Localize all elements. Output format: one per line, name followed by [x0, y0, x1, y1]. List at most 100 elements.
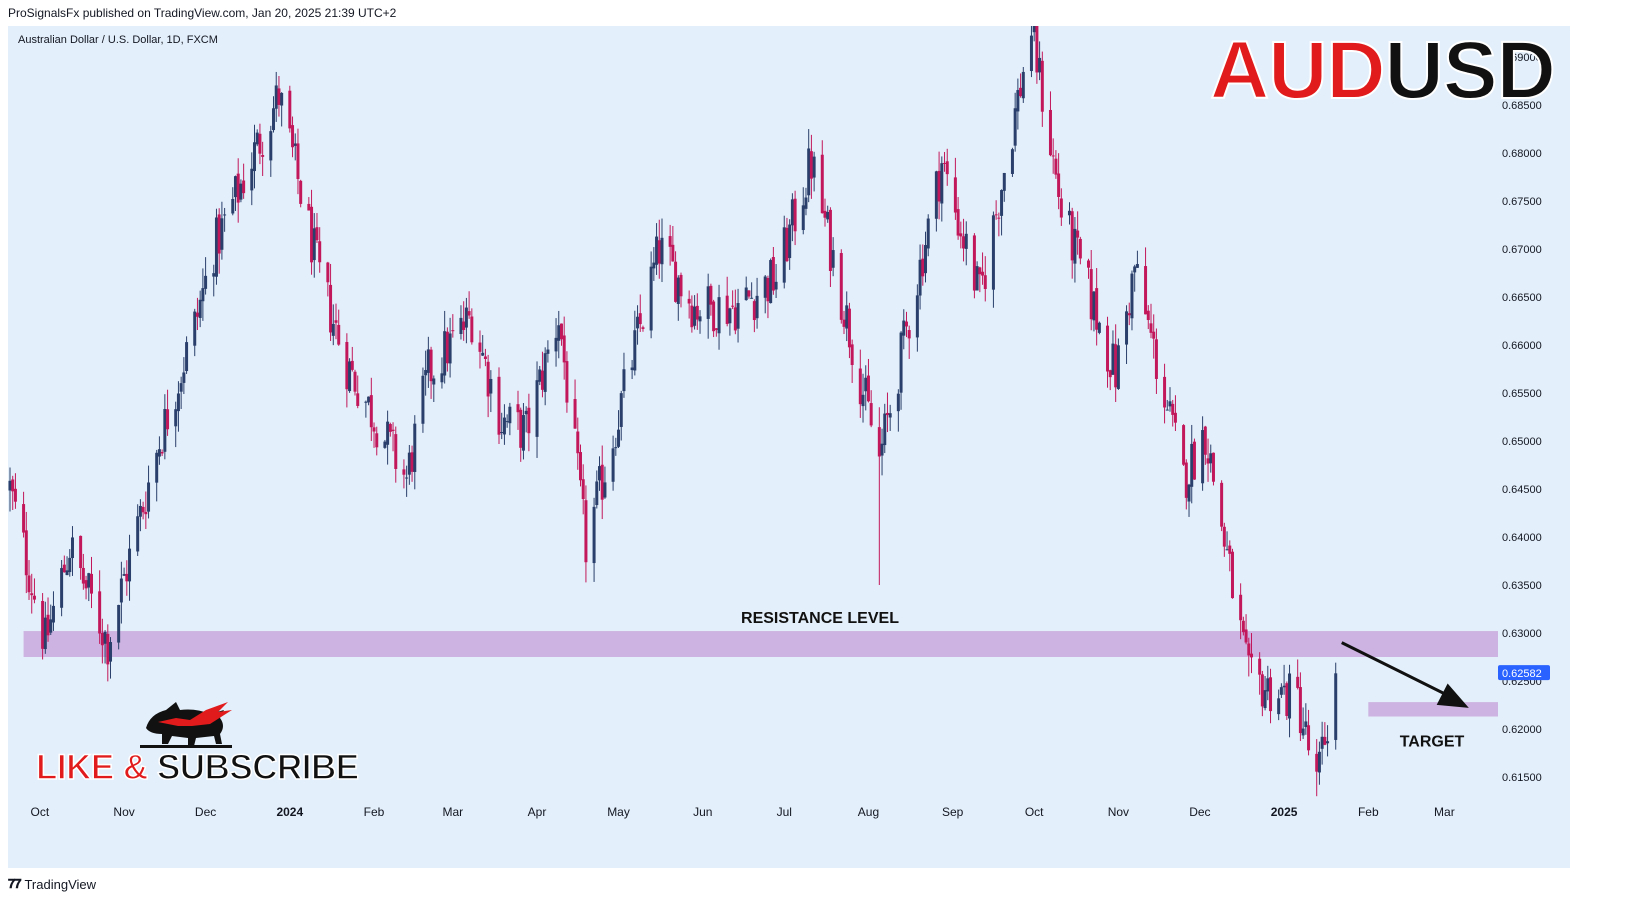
candle-body — [1192, 441, 1196, 480]
candle-body — [350, 360, 354, 370]
candle-body — [1067, 210, 1071, 216]
candle-body — [679, 274, 683, 297]
candle-body — [516, 404, 520, 413]
candle-body — [603, 482, 607, 498]
candle-body — [839, 253, 843, 320]
candle-body — [1168, 401, 1172, 407]
candle-body — [921, 258, 925, 277]
arrow-layer — [1341, 641, 1469, 708]
candle-body — [611, 448, 615, 482]
candle-body — [636, 316, 640, 329]
candle-body — [109, 642, 113, 662]
candle-body — [117, 604, 121, 643]
candle-body — [1288, 673, 1292, 719]
candle-body — [915, 295, 919, 338]
candle-body — [918, 259, 922, 296]
candle-body — [565, 361, 569, 403]
candle-body — [975, 266, 979, 291]
candle-body — [1228, 545, 1232, 554]
candle-body — [1002, 172, 1006, 191]
candle-body — [464, 307, 468, 328]
candle-body — [424, 370, 428, 376]
zones-layer: RESISTANCE LEVEL TARGET — [23, 610, 1499, 751]
candle-body — [733, 307, 737, 331]
candle-body — [850, 344, 854, 366]
like-subscribe-banner: LIKE & SUBSCRIBE — [35, 748, 360, 787]
candle-body — [1244, 629, 1248, 643]
candle-body — [1206, 458, 1210, 464]
candle-body — [693, 306, 697, 326]
candle-body — [728, 308, 732, 324]
candle-body — [402, 469, 406, 475]
candle-body — [41, 600, 45, 649]
candle-body — [755, 295, 759, 319]
x-tick-label: Feb — [364, 805, 385, 819]
x-tick-label: Feb — [1358, 805, 1379, 819]
x-tick-label: Mar — [442, 805, 463, 819]
subscribe-text: SUBSCRIBE — [156, 748, 360, 787]
candle-body — [831, 250, 835, 268]
candle-body — [179, 383, 183, 392]
candle-body — [1095, 288, 1099, 330]
candle-body — [1146, 310, 1150, 321]
candle-body — [212, 273, 216, 277]
candle-body — [280, 93, 284, 106]
candle-body — [562, 335, 566, 363]
candle-body — [413, 423, 417, 472]
candle-body — [668, 236, 672, 247]
x-tick-label: Sep — [942, 805, 964, 819]
candle-body — [489, 378, 493, 394]
candle-body — [497, 376, 501, 435]
target-zone — [1368, 702, 1498, 717]
candle-body — [163, 409, 167, 452]
x-tick-label: Dec — [1189, 805, 1210, 819]
candle-body — [1241, 620, 1245, 633]
chart-panel[interactable]: RESISTANCE LEVEL TARGET 0.69000 0.68500 0.6… — [8, 26, 1570, 868]
candle-body — [687, 298, 691, 304]
candle-body — [185, 342, 189, 372]
candle-body — [1040, 60, 1044, 112]
bull-bear-logo-icon — [140, 702, 232, 748]
candle-body — [709, 285, 713, 305]
candle-body — [1059, 198, 1063, 218]
candle-body — [462, 321, 466, 331]
candle-body — [557, 325, 561, 341]
candle-body — [391, 429, 395, 431]
candle-body — [861, 394, 865, 407]
candle-body — [429, 349, 433, 382]
pair-title-quote: USD — [1384, 25, 1557, 116]
candle-body — [671, 244, 675, 262]
candle-body — [1106, 325, 1110, 372]
x-tick-label: May — [607, 805, 630, 819]
candle-body — [353, 371, 357, 392]
candle-body — [736, 303, 740, 329]
candle-body — [46, 614, 50, 636]
candle-body — [1070, 211, 1074, 261]
candle-body — [584, 500, 588, 563]
candle-body — [959, 233, 963, 237]
candle-body — [1165, 409, 1169, 411]
candle-body — [576, 431, 580, 454]
candle-body — [481, 352, 485, 356]
candle-body — [1097, 322, 1101, 333]
candle-body — [1133, 266, 1137, 273]
candle-body — [483, 356, 487, 360]
candle-body — [652, 262, 656, 269]
candle-body — [250, 168, 254, 191]
candle-body — [991, 215, 995, 290]
candle-body — [546, 349, 550, 354]
candle-body — [888, 413, 892, 418]
candle-body — [236, 173, 240, 203]
candle-body — [1089, 269, 1093, 320]
pair-title: AUDUSD — [1209, 29, 1557, 113]
candle-body — [864, 377, 868, 392]
candle-body — [1279, 687, 1283, 695]
y-tick-label: 0.68500 — [1502, 100, 1542, 112]
candle-body — [937, 170, 941, 202]
candle-body — [788, 224, 792, 259]
resistance-label: RESISTANCE LEVEL — [741, 610, 899, 627]
candle-body — [1282, 685, 1286, 688]
x-tick-label: Oct — [31, 805, 50, 819]
candle-body — [204, 275, 208, 289]
